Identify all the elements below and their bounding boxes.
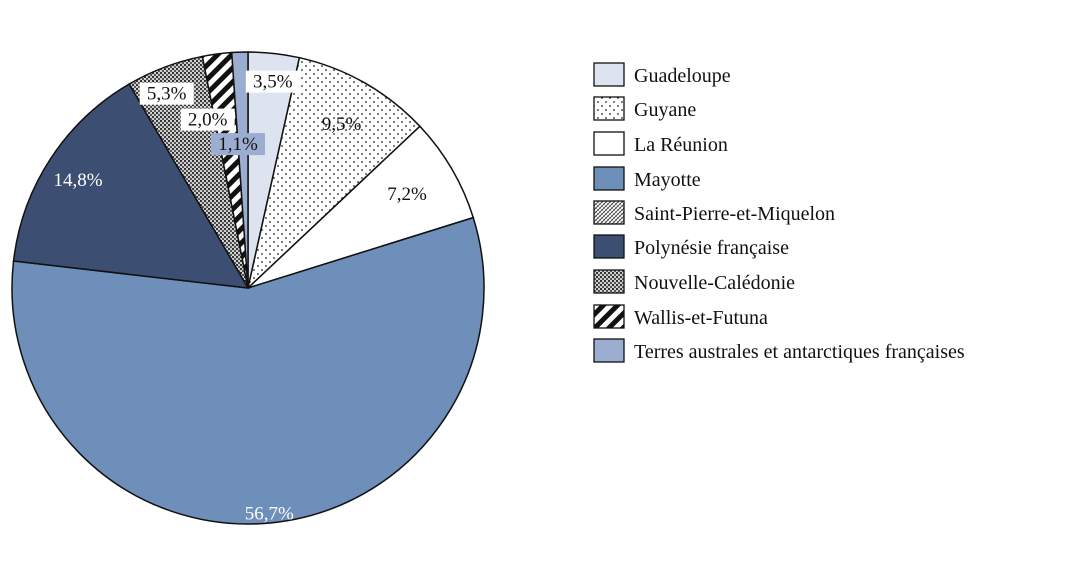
legend-swatch-saint-pierre-et-miquelon — [593, 200, 625, 225]
legend-label-mayotte: Mayotte — [634, 169, 701, 191]
legend-swatch-guadeloupe — [593, 62, 625, 87]
data-label-background — [211, 133, 265, 156]
pie-slice-terres-australes-et-antarctiques-francaises — [230, 51, 249, 289]
legend-label-guadeloupe: Guadeloupe — [634, 65, 731, 87]
pie-data-labels: 3,5% 9,5% 7,2% 56,7% 14,8% 5,3%2,0% 1,1% — [53, 70, 427, 525]
legend-label-wallis-et-futuna: Wallis-et-Futuna — [634, 307, 768, 329]
data-label-wallis-et-futuna: 2,0% — [180, 108, 235, 131]
data-label-background — [245, 70, 300, 93]
legend-swatch-la-reunion — [593, 131, 625, 156]
legend-swatch-mayotte — [593, 166, 625, 191]
legend-swatch-terres-australes — [593, 338, 625, 363]
legend-label-guyane: Guyane — [634, 99, 696, 121]
data-label-nouvelle-caledonie: 5,3% — [139, 82, 194, 105]
data-label-polynesie-francaise: 14,8% — [53, 170, 102, 191]
legend-item-mayotte: Mayotte — [593, 166, 701, 191]
svg-text:56,7%: 56,7% — [245, 504, 294, 525]
data-label-mayotte: 56,7% — [245, 504, 294, 525]
pie-slice-la-reunion — [247, 125, 475, 289]
legend-swatch-nouvelle-caledonie — [593, 269, 625, 294]
svg-text:9,5%: 9,5% — [322, 114, 362, 135]
legend-item-guyane: Guyane — [593, 96, 696, 121]
legend-item-polynesie-francaise: Polynésie française — [593, 234, 789, 259]
pie-slice-mayotte — [11, 216, 485, 525]
legend-item-la-reunion: La Réunion — [593, 131, 728, 156]
legend-label-la-reunion: La Réunion — [634, 134, 728, 156]
legend-item-saint-pierre-et-miquelon: Saint-Pierre-et-Miquelon — [593, 200, 835, 225]
svg-text:7,2%: 7,2% — [387, 184, 427, 205]
svg-text:3,5%: 3,5% — [253, 72, 293, 93]
pie-slices — [11, 51, 485, 525]
legend-swatch-polynesie-francaise — [593, 234, 625, 259]
svg-text:5,3%: 5,3% — [147, 84, 187, 105]
data-label-la-reunion: 7,2% — [387, 184, 427, 205]
legend-label-terres-australes: Terres australes et antarctiques françai… — [634, 341, 965, 363]
legend-swatch-wallis-et-futuna — [593, 304, 625, 329]
data-label-guadeloupe: 3,5% — [245, 70, 300, 93]
legend-label-saint-pierre-et-miquelon: Saint-Pierre-et-Miquelon — [634, 203, 835, 225]
data-label-background — [180, 108, 235, 131]
data-label-terres-australes-et-antarctiques-francaises: 1,1% — [211, 133, 265, 156]
svg-text:2,0%: 2,0% — [188, 110, 228, 131]
data-label-guyane: 9,5% — [322, 114, 362, 135]
legend-item-nouvelle-caledonie: Nouvelle-Calédonie — [593, 269, 795, 294]
legend-item-terres-australes: Terres australes et antarctiques françai… — [593, 338, 965, 363]
svg-text:1,1%: 1,1% — [218, 134, 258, 155]
legend-label-polynesie-francaise: Polynésie française — [634, 237, 789, 259]
legend-swatch-guyane — [593, 96, 625, 121]
legend-item-guadeloupe: Guadeloupe — [593, 62, 731, 87]
pie-slice-polynesie-francaise — [12, 83, 250, 289]
svg-text:14,8%: 14,8% — [53, 170, 102, 191]
legend-label-nouvelle-caledonie: Nouvelle-Calédonie — [634, 272, 795, 294]
pie-slice-guyane — [246, 56, 421, 291]
legend: Guadeloupe Guyane La Réunion Mayotte Sai… — [593, 62, 965, 363]
legend-item-wallis-et-futuna: Wallis-et-Futuna — [593, 304, 768, 329]
data-label-background — [139, 82, 194, 105]
